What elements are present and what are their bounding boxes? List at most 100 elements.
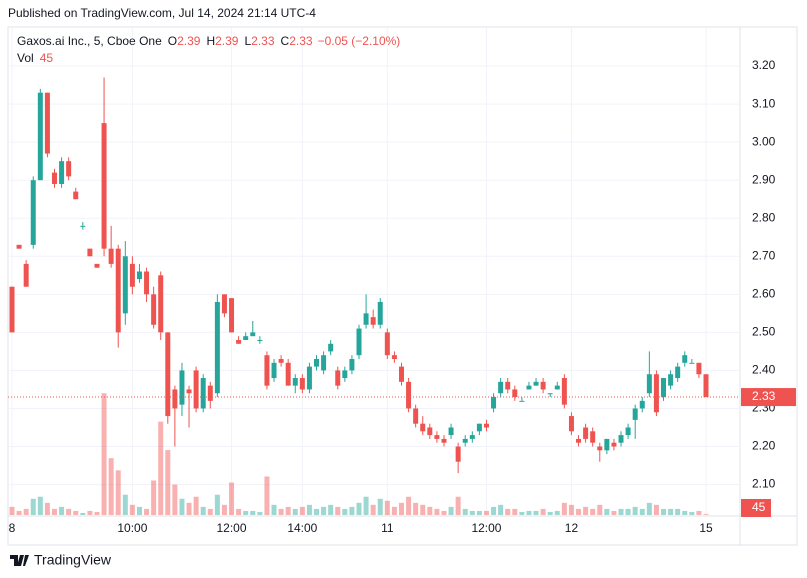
volume-bar	[314, 508, 320, 515]
volume-bar	[80, 512, 86, 515]
volume-bar	[455, 496, 461, 515]
volume-bar	[243, 510, 249, 515]
x-tick-label: 15	[699, 521, 713, 535]
volume-bar	[363, 496, 369, 515]
candle-body	[16, 244, 22, 249]
volume-bar	[653, 504, 659, 515]
candle-body	[703, 374, 709, 398]
candle-body	[639, 400, 645, 409]
volume-bar	[441, 510, 447, 515]
volume-bar	[661, 508, 667, 515]
legend-value: 2.39	[177, 34, 201, 48]
y-tick-label: 2.80	[752, 210, 776, 224]
candle-body	[597, 446, 603, 451]
candle-body	[264, 355, 270, 386]
volume-bar	[625, 508, 631, 515]
candle-body	[243, 336, 249, 340]
y-tick-label: 2.40	[752, 363, 776, 377]
x-tick-label: 14:00	[287, 521, 317, 535]
volume-bar	[398, 502, 404, 515]
volume-bar	[129, 504, 135, 515]
volume-bar	[597, 504, 603, 515]
volume-bar	[214, 494, 220, 515]
candle-body	[285, 362, 291, 386]
legend-key: H	[206, 34, 215, 48]
candle-body	[547, 393, 553, 395]
published-note: Published on TradingView.com, Jul 14, 20…	[8, 6, 316, 20]
candle-body	[391, 355, 397, 360]
volume-bar	[476, 510, 482, 515]
candle-body	[30, 180, 36, 245]
candle-body	[689, 362, 695, 364]
volume-bar	[540, 508, 546, 515]
candle-body	[9, 286, 15, 333]
volume-bar	[377, 498, 383, 515]
candle-body	[356, 328, 362, 356]
candle-body	[505, 381, 511, 390]
volume-bar	[413, 502, 419, 515]
volume-bar	[583, 506, 589, 515]
volume-bar	[618, 508, 624, 515]
volume-bar	[186, 502, 192, 515]
candle-body	[129, 263, 135, 287]
y-tick-label: 2.10	[752, 477, 776, 491]
candle-body	[101, 123, 107, 249]
candle-body	[611, 442, 617, 447]
legend-key: O	[168, 34, 177, 48]
volume-bar	[420, 504, 426, 515]
y-tick-label: 2.50	[752, 325, 776, 339]
candle-body	[335, 370, 341, 386]
volume-bar	[349, 506, 355, 515]
candle-body	[561, 378, 567, 405]
volume-bar	[335, 506, 341, 515]
candle-body	[384, 332, 390, 356]
volume-bar	[498, 504, 504, 515]
legend-change: −0.05 (−2.10%)	[318, 34, 401, 48]
volume-bar	[632, 506, 638, 515]
volume-bar	[193, 496, 199, 515]
volume-bar	[292, 508, 298, 515]
candle-body	[292, 378, 298, 386]
candle-body	[540, 381, 546, 390]
volume-legend: Vol 45	[17, 51, 53, 65]
volume-bar	[512, 508, 518, 515]
legend-key: C	[281, 34, 290, 48]
volume-bar	[384, 500, 390, 515]
footer-brand: TradingView	[34, 552, 112, 568]
volume-bar	[87, 510, 93, 515]
x-tick-label: 11	[381, 521, 394, 535]
last-price-label: 2.33	[752, 389, 776, 403]
candle-body	[66, 161, 72, 177]
volume-bar	[136, 506, 142, 515]
volume-bar	[526, 510, 532, 515]
volume-bar	[122, 494, 128, 515]
candle-body	[554, 385, 560, 390]
candle-body	[229, 298, 235, 333]
volume-bar	[696, 510, 702, 515]
candle-body	[250, 332, 256, 337]
candle-body	[23, 263, 29, 287]
candle-body	[115, 248, 121, 333]
candle-body	[682, 355, 688, 363]
volume-tag	[741, 499, 771, 517]
volume-bar	[250, 510, 256, 515]
candle-body	[406, 381, 412, 409]
candle-body	[44, 92, 50, 154]
volume-bar	[427, 506, 433, 515]
y-tick-label: 2.90	[752, 172, 776, 186]
candle-body	[377, 301, 383, 325]
volume-bar	[576, 508, 582, 515]
volume-bar	[590, 508, 596, 515]
volume-bar	[16, 510, 22, 515]
volume-bar	[179, 498, 185, 515]
candle-body	[151, 294, 157, 325]
volume-bar	[257, 511, 263, 515]
candle-body	[271, 362, 277, 379]
candle-body	[568, 416, 574, 432]
legend-symbol: Gaxos.ai Inc., 5, Cboe One	[17, 34, 162, 48]
legend-value: 2.33	[289, 34, 313, 48]
candle-body	[675, 366, 681, 379]
candle-body	[434, 435, 440, 439]
volume-bar	[668, 508, 674, 515]
y-tick-label: 3.00	[752, 134, 776, 148]
